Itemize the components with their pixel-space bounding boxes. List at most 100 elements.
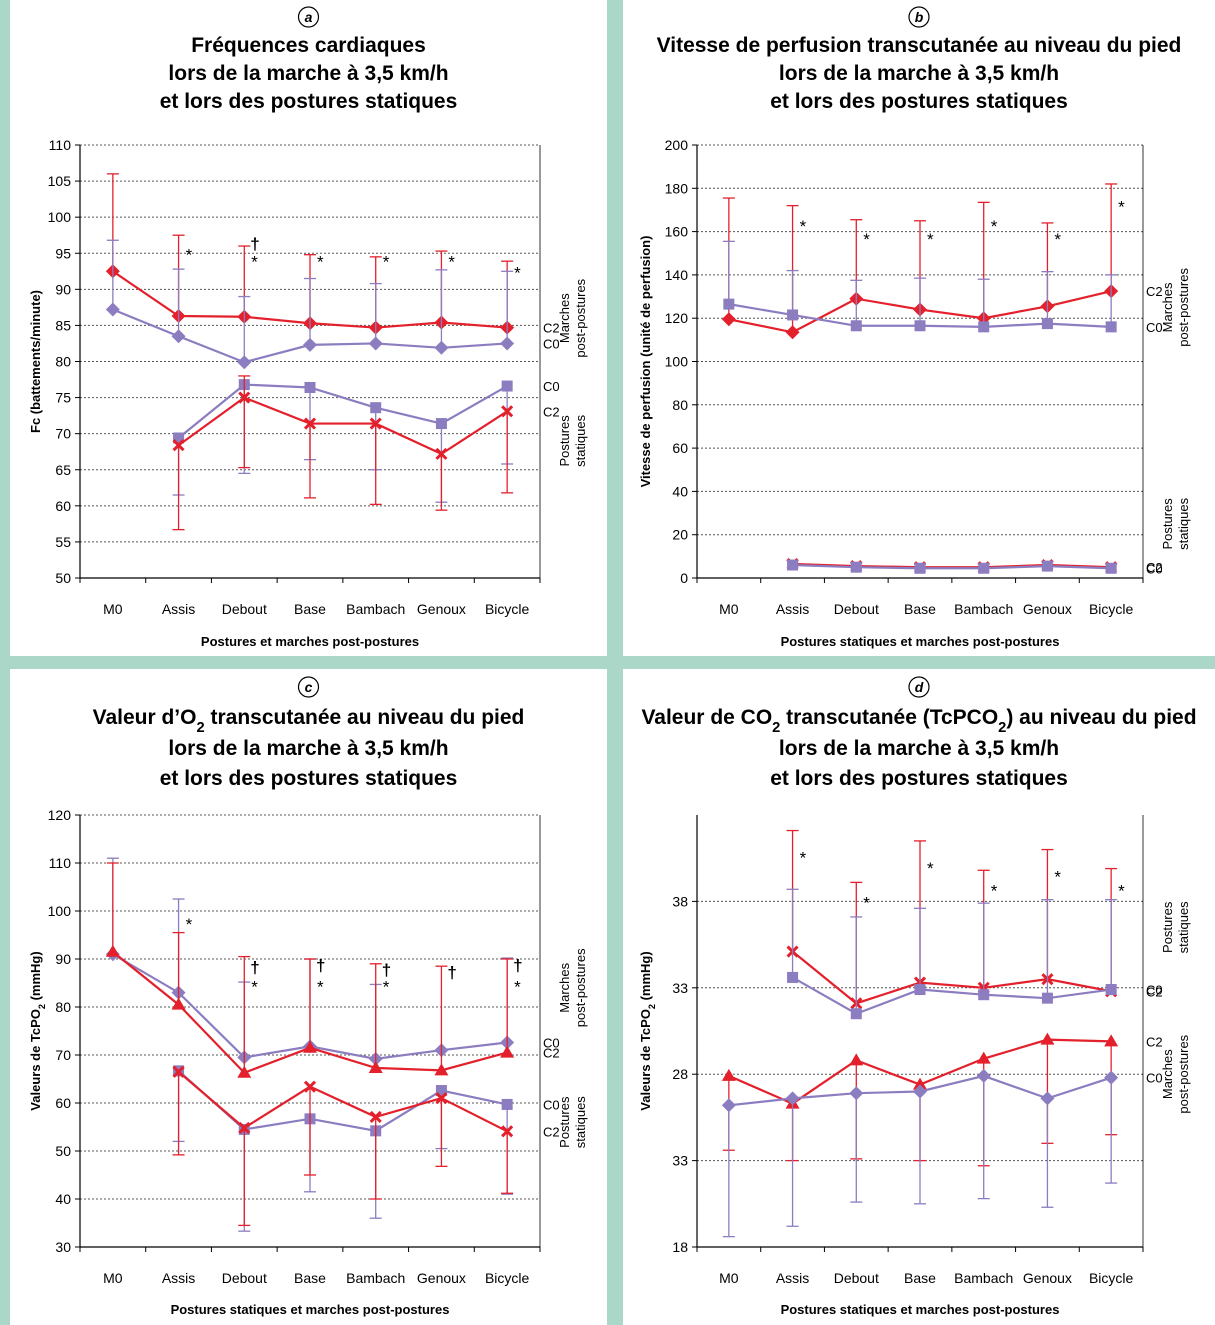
y-tick-label: 30 <box>55 1239 71 1255</box>
side-label-line: Marches <box>557 962 572 1012</box>
data-point <box>1104 1034 1119 1047</box>
y-tick-label: 90 <box>55 951 71 967</box>
x-tick-label: Assis <box>162 1270 195 1286</box>
data-point <box>1041 560 1053 572</box>
series-1 <box>105 862 515 1078</box>
data-point <box>1041 318 1053 330</box>
series-line <box>177 396 508 456</box>
series-end-label: C0 <box>1146 320 1163 335</box>
side-label-line: Marches <box>557 293 572 343</box>
y-axis-title: Fc (battements/minute) <box>28 290 43 433</box>
chart-title-line-1-part-0: lors de la marche à 3,5 km/h <box>168 737 448 760</box>
side-label-line: Postures <box>557 415 572 467</box>
x-tick-label: Bambach <box>346 601 405 617</box>
chart-letter: c <box>305 679 313 695</box>
data-point-stroke-b <box>435 447 448 460</box>
chart-perfusion: b Vitesse de perfusion transcutanée au ni… <box>638 6 1191 649</box>
x-tick-label: M0 <box>103 601 123 617</box>
data-point <box>105 944 120 957</box>
data-point-stroke-b <box>435 1092 448 1105</box>
side-label-line: post-postures <box>573 948 588 1027</box>
y-axis-title: Valeurs de TcPO2 (mmHg) <box>638 951 657 1110</box>
dagger-annotation: † <box>250 958 259 977</box>
star-annotation: * <box>800 848 807 867</box>
series-end-label: C0 <box>543 336 560 351</box>
panel-tcpo2: c Valeur d’O2 transcutanée au niveau du p… <box>10 669 607 1325</box>
series-line <box>177 1070 508 1133</box>
star-annotation: * <box>927 230 934 249</box>
data-point <box>172 1065 185 1078</box>
x-axis-title: Postures statiques et marches post-postu… <box>781 634 1060 649</box>
x-tick-label: Base <box>294 601 326 617</box>
data-point <box>849 1086 864 1101</box>
y-tick-label: 80 <box>55 354 71 370</box>
series-end-label: C0 <box>543 1036 560 1051</box>
data-point <box>787 559 799 571</box>
star-annotation: * <box>317 977 324 996</box>
chart-title-line-0-part-0: Valeur d’O <box>93 706 197 729</box>
data-point-stroke-b <box>172 1065 185 1078</box>
series-1 <box>722 240 1118 333</box>
x-tick-label: M0 <box>719 601 739 617</box>
series-end-label: C2 <box>1146 1034 1163 1049</box>
data-point <box>434 340 449 355</box>
data-point <box>435 418 447 430</box>
data-point <box>787 309 799 321</box>
x-tick-label: Debout <box>222 601 267 617</box>
y-axis-title: Valeurs de TcPO2 (mmHg) <box>28 951 47 1110</box>
data-point <box>303 417 317 430</box>
data-point <box>303 337 317 352</box>
data-point <box>787 971 799 983</box>
y-tick-label: 100 <box>665 354 689 370</box>
data-point <box>173 432 185 444</box>
y-axis-title-part-2: (mmHg) <box>638 951 653 1004</box>
data-point <box>237 355 252 370</box>
data-point-stroke-b <box>369 1110 382 1123</box>
side-label-line: post-postures <box>1176 267 1191 346</box>
side-label-0: Marches post-postures <box>1160 267 1191 346</box>
x-tick-label: Assis <box>776 601 809 617</box>
star-annotation: * <box>317 252 324 271</box>
data-point <box>913 1084 927 1099</box>
side-label-0: Marches post-postures <box>557 278 588 357</box>
data-point-stroke-b <box>303 1080 317 1093</box>
y-tick-label: 50 <box>55 1143 71 1159</box>
panel-perfusion: b Vitesse de perfusion transcutanée au ni… <box>623 0 1215 656</box>
y-tick-label: 40 <box>672 483 688 499</box>
y-tick-label: 120 <box>48 807 72 823</box>
dagger-annotation: † <box>447 963 456 982</box>
x-tick-label: M0 <box>103 1270 123 1286</box>
chart-title-line-0: Vitesse de perfusion transcutanée au niv… <box>657 34 1182 57</box>
chart-title-line-0-part-1: 2 <box>196 720 204 736</box>
y-tick-label: 55 <box>55 534 71 550</box>
star-annotation: * <box>251 977 258 996</box>
y-axis-title-part-0: Valeurs de TcPO <box>28 1009 43 1111</box>
data-point <box>501 1125 514 1138</box>
data-point <box>1040 1091 1055 1106</box>
series-line <box>791 950 1112 1005</box>
data-point <box>1105 562 1117 574</box>
side-label-line: post-postures <box>573 278 588 357</box>
data-point <box>914 320 926 332</box>
star-annotation: * <box>448 252 455 271</box>
chart-title-line-2-part-0: et lors des postures statiques <box>160 767 458 790</box>
data-point <box>368 336 383 351</box>
panel-tcpco2: d Valeur de CO2 transcutanée (TcPCO2) au … <box>623 669 1215 1325</box>
side-label-1: Postures statiques <box>557 414 588 467</box>
data-point <box>368 1060 383 1073</box>
series-end-label: C2 <box>543 1124 560 1139</box>
side-label-1: Postures statiques <box>557 1096 588 1149</box>
series-end-label: C2 <box>543 1046 560 1061</box>
data-point <box>849 1053 864 1066</box>
data-point <box>304 381 316 393</box>
y-axis-title-part-0: Valeurs de TcPO <box>638 1009 653 1111</box>
chart-title-line-0-part-0: Valeur de CO <box>641 706 772 729</box>
x-tick-label: Bambach <box>954 1270 1013 1286</box>
y-tick-label: 33 <box>672 1153 688 1169</box>
x-axis-title: Postures et marches post-postures <box>201 634 419 649</box>
data-point-stroke-b <box>238 1121 251 1135</box>
data-point-stroke-b <box>303 417 317 430</box>
series-1 <box>786 888 1118 1020</box>
data-point <box>435 447 448 460</box>
data-point <box>850 1008 862 1020</box>
